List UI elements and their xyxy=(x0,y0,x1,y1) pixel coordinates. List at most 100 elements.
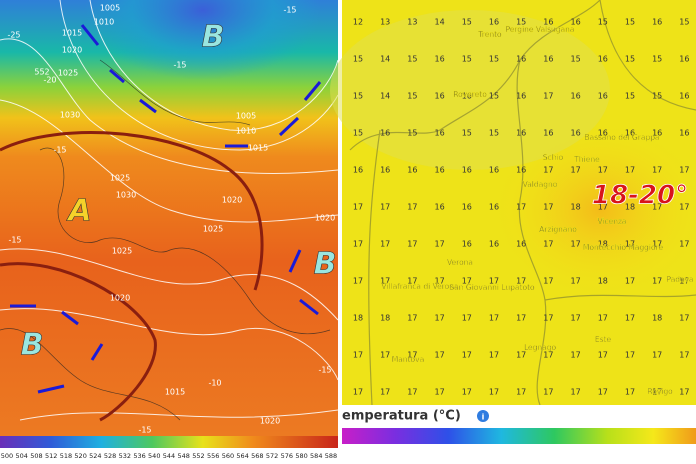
grid-value: 14 xyxy=(380,92,390,101)
city-label: Schio xyxy=(543,153,564,162)
low-pressure-area xyxy=(0,0,338,200)
grid-value: 17 xyxy=(598,314,608,323)
grid-value: 17 xyxy=(679,166,689,175)
city-label: Valdagno xyxy=(523,180,558,189)
grid-value: 12 xyxy=(353,18,363,27)
city-label: Villafranca di Verona xyxy=(381,282,458,291)
grid-value: 16 xyxy=(435,129,445,138)
grid-value: 13 xyxy=(380,18,390,27)
height-label: -15 xyxy=(283,6,296,15)
colorbar-label: 540 xyxy=(148,452,160,460)
grid-value: 15 xyxy=(353,129,363,138)
colorbar-label: 512 xyxy=(45,452,57,460)
colorbar-label: 532 xyxy=(119,452,131,460)
city-label: San Giovanni Lupatoto xyxy=(449,283,535,292)
isobar-label: 1025 xyxy=(112,247,132,256)
grid-value: 16 xyxy=(353,166,363,175)
grid-value: 13 xyxy=(407,18,417,27)
grid-value: 17 xyxy=(598,166,608,175)
grid-value: 15 xyxy=(353,55,363,64)
colorbar-label: 568 xyxy=(251,452,263,460)
city-label: Montecchio Maggiore xyxy=(583,243,664,252)
grid-value: 17 xyxy=(462,314,472,323)
grid-value: 17 xyxy=(516,351,526,360)
grid-value: 15 xyxy=(652,55,662,64)
grid-value: 17 xyxy=(652,277,662,286)
grid-value: 17 xyxy=(462,277,472,286)
grid-value: 17 xyxy=(407,277,417,286)
grid-value: 17 xyxy=(435,240,445,249)
coastlines xyxy=(0,59,331,421)
cool-area xyxy=(330,10,610,170)
pressure-center: B xyxy=(202,20,225,55)
pressure-center: B xyxy=(314,247,337,282)
grid-value: 18 xyxy=(598,277,608,286)
colorbar-label: 518 xyxy=(60,452,72,460)
colorbar xyxy=(342,428,696,444)
grid-value: 17 xyxy=(353,351,363,360)
height-label: -15 xyxy=(53,146,66,155)
grid-value: 18 xyxy=(571,203,581,212)
temperature-panel: 12 13 13 14 15 16 15 16 16 15 15 16 15 15 14 15 16 15 15 16… xyxy=(330,0,696,464)
info-icon[interactable] xyxy=(477,410,489,422)
grid-value: 17 xyxy=(543,203,553,212)
colorbar-label: 580 xyxy=(295,452,307,460)
grid-value: 16 xyxy=(543,18,553,27)
isobar-label: 1015 xyxy=(248,144,268,153)
grid-value: 16 xyxy=(625,129,635,138)
grid-value: 17 xyxy=(679,314,689,323)
grid-value: 17 xyxy=(435,314,445,323)
grid-value: 17 xyxy=(543,351,553,360)
colorbar-label: 524 xyxy=(89,452,101,460)
grid-value: 16 xyxy=(462,240,472,249)
colorbar-label: 504 xyxy=(16,452,28,460)
grid-value: 17 xyxy=(435,388,445,397)
colorbar-label: 536 xyxy=(133,452,145,460)
grid-value: 16 xyxy=(516,92,526,101)
grid-value: 17 xyxy=(435,277,445,286)
city-label: Padova xyxy=(666,275,693,284)
grid-value: 16 xyxy=(598,129,608,138)
colorbar-label: 500 xyxy=(1,452,13,460)
isobar-label: 1010 xyxy=(94,18,114,27)
grid-value: 16 xyxy=(380,129,390,138)
warm-area xyxy=(490,120,696,300)
highlight-label: 18-20° xyxy=(592,181,688,211)
grid-value: 15 xyxy=(652,92,662,101)
grid-value: 17 xyxy=(380,388,390,397)
grid-value: 17 xyxy=(543,166,553,175)
isobar-label: 1015 xyxy=(62,29,82,38)
colorbar-label: 552 xyxy=(192,452,204,460)
grid-value: 16 xyxy=(571,92,581,101)
grid-value: 16 xyxy=(380,166,390,175)
grid-value: 17 xyxy=(625,166,635,175)
grid-value: 17 xyxy=(353,203,363,212)
grid-value: 17 xyxy=(571,277,581,286)
isobar-label: 1005 xyxy=(100,4,120,13)
grid-value: 16 xyxy=(679,55,689,64)
grid-value: 16 xyxy=(598,55,608,64)
grid-value: 17 xyxy=(489,277,499,286)
colorbar-label: 576 xyxy=(281,452,293,460)
grid-value: 16 xyxy=(489,240,499,249)
grid-value: 15 xyxy=(462,55,472,64)
ridge-lines xyxy=(0,131,264,422)
grid-value: 16 xyxy=(489,203,499,212)
height-label: 552 xyxy=(34,68,49,77)
grid-value: 15 xyxy=(407,55,417,64)
isobar-label: 1015 xyxy=(165,388,185,397)
grid-value: 17 xyxy=(679,351,689,360)
grid-value: 16 xyxy=(652,129,662,138)
grid-value: 15 xyxy=(462,129,472,138)
height-label: -15 xyxy=(8,236,21,245)
grid-value: 15 xyxy=(489,92,499,101)
grid-value: 14 xyxy=(435,18,445,27)
grid-value: 18 xyxy=(652,314,662,323)
city-label: Vicenza xyxy=(597,217,626,226)
isobar-label: 1020 xyxy=(110,294,130,303)
grid-value: 15 xyxy=(625,18,635,27)
isobar-label: 1025 xyxy=(110,174,130,183)
grid-value: 16 xyxy=(516,129,526,138)
